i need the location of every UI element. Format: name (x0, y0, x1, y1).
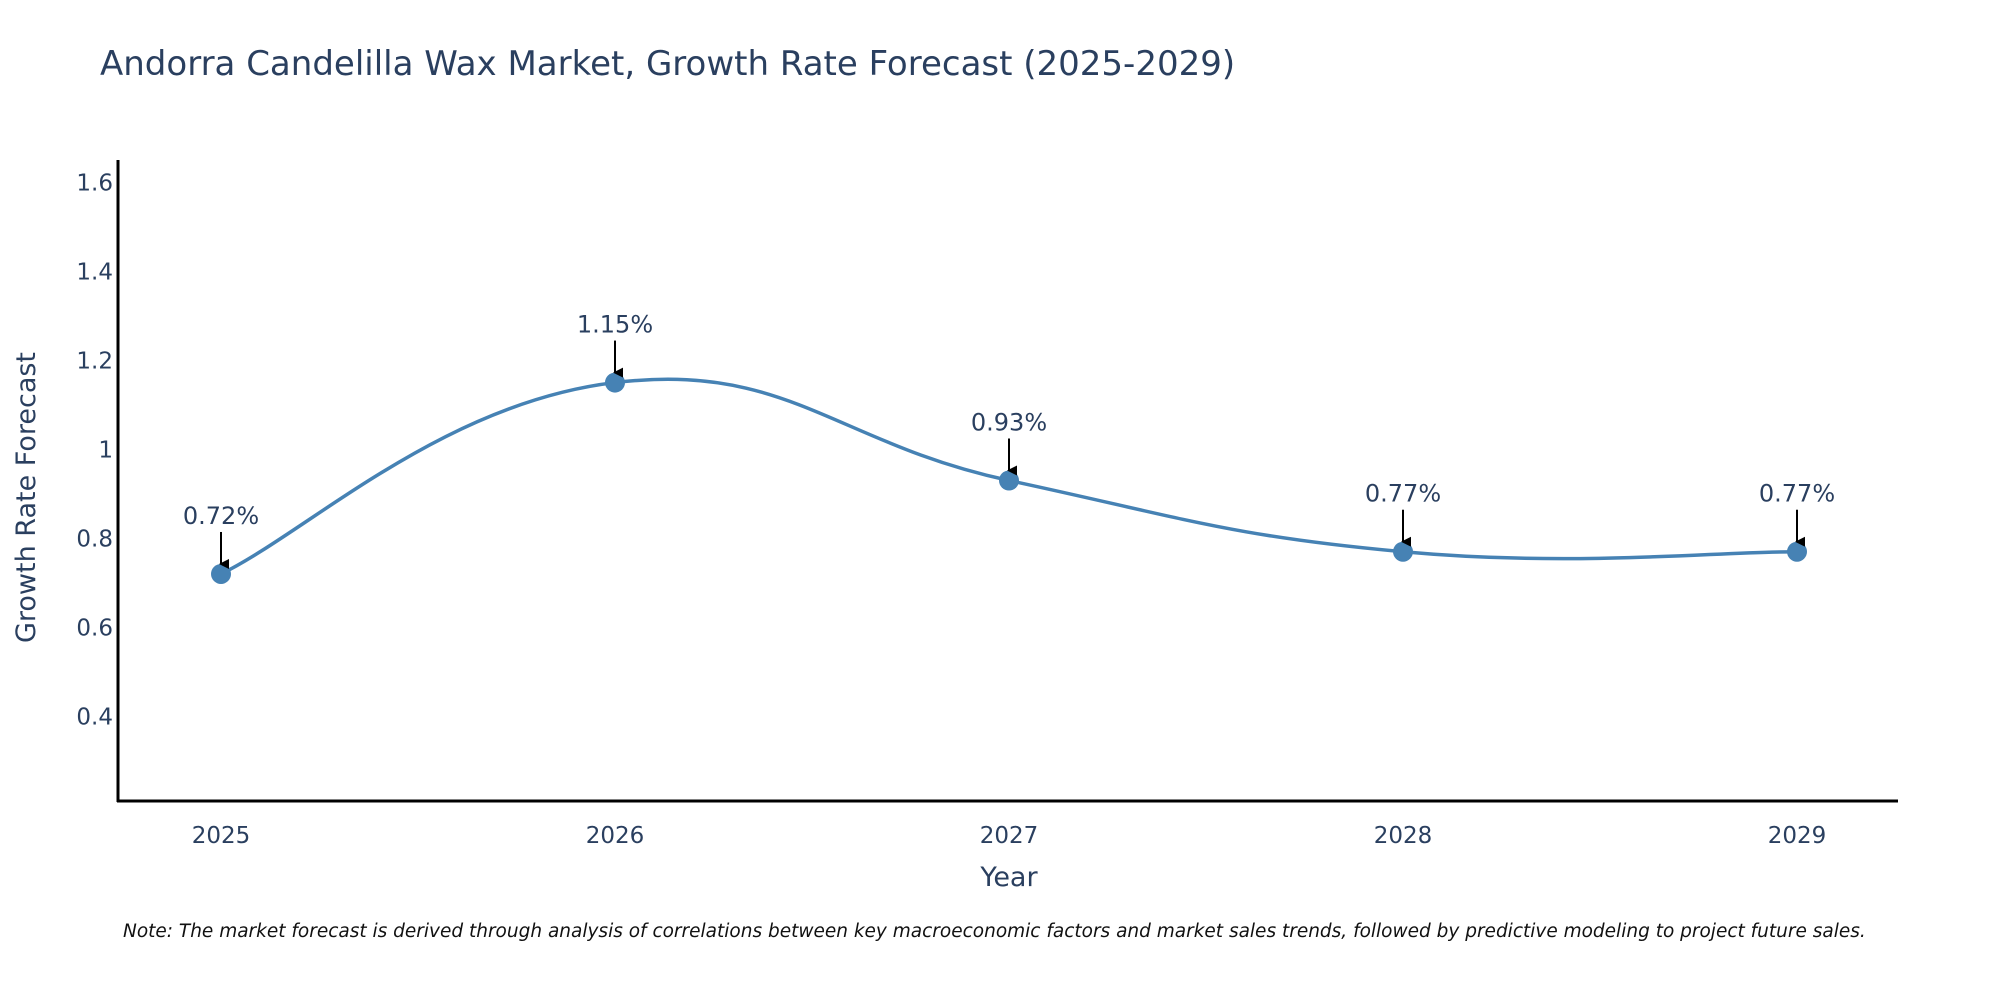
data-label: 0.72% (183, 502, 259, 530)
data-point (1787, 541, 1807, 562)
y-tick-label: 1 (98, 437, 113, 463)
axes (116, 160, 1898, 803)
y-tick-label: 1.4 (76, 259, 113, 285)
x-tick-label: 2029 (1768, 823, 1827, 849)
data-point (1393, 541, 1413, 562)
data-point (211, 563, 231, 584)
y-tick-label: 0.4 (76, 704, 113, 730)
data-annotations: 0.72% 1.15% 0.93% 0.77% 0.77% (183, 311, 1835, 569)
series-line (220, 377, 1798, 576)
chart-title: Andorra Candelilla Wax Market, Growth Ra… (100, 44, 1236, 84)
y-tick-label: 0.6 (76, 615, 113, 641)
footnote: Note: The market forecast is derived thr… (123, 921, 1866, 942)
y-axis-title: Growth Rate Forecast (11, 352, 42, 643)
data-label: 0.77% (1759, 480, 1835, 508)
x-tick-label: 2028 (1374, 823, 1433, 849)
x-axis-ticks: 2025 2026 2027 2028 2029 (192, 823, 1827, 849)
x-tick-label: 2027 (980, 823, 1039, 849)
y-axis-ticks: 0.4 0.6 0.8 1 1.2 1.4 1.6 (76, 170, 113, 730)
x-tick-label: 2025 (192, 823, 251, 849)
y-tick-label: 0.8 (76, 526, 113, 552)
y-tick-label: 1.6 (76, 170, 113, 196)
data-label: 1.15% (577, 311, 653, 339)
data-point (605, 372, 625, 393)
data-point (999, 470, 1019, 491)
data-label: 0.77% (1365, 480, 1441, 508)
x-tick-label: 2026 (586, 823, 645, 849)
data-label: 0.93% (971, 409, 1047, 437)
data-points (211, 372, 1807, 584)
x-axis-title: Year (979, 862, 1038, 893)
y-tick-label: 1.2 (76, 348, 113, 374)
